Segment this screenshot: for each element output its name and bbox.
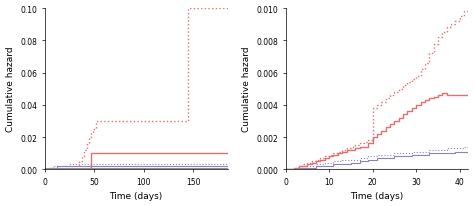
Y-axis label: Cumulative hazard: Cumulative hazard <box>6 47 15 132</box>
Y-axis label: Cumulative hazard: Cumulative hazard <box>242 47 250 132</box>
X-axis label: Time (days): Time (days) <box>109 192 163 200</box>
X-axis label: Time (days): Time (days) <box>350 192 404 200</box>
